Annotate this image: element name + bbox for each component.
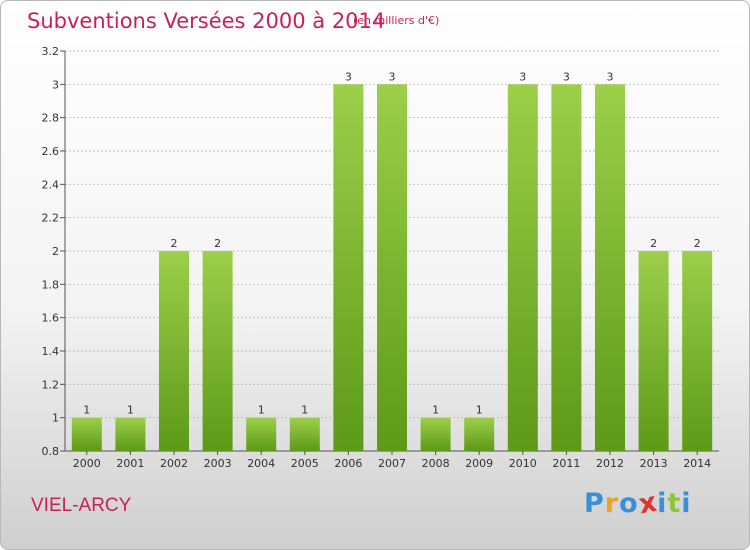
labels: 0.8 1 1.2 1.4 1.6 1.8 2 2.2 2.4 2.6 2.8 3 3.2 1 2000 1 2… xyxy=(42,45,712,470)
bar xyxy=(115,417,146,451)
bar-value-label: 3 xyxy=(563,70,570,83)
logo-letter: P xyxy=(584,488,605,519)
bar-value-label: 3 xyxy=(389,70,396,83)
bar-value-label: 1 xyxy=(432,404,439,417)
x-tick-label: 2013 xyxy=(640,457,668,470)
x-tick-label: 2009 xyxy=(465,457,493,470)
proxiti-logo: Proxiti xyxy=(584,487,692,521)
logo-letter: i xyxy=(681,488,692,519)
bar xyxy=(246,417,277,451)
bar xyxy=(638,251,669,451)
x-tick-label: 2011 xyxy=(552,457,580,470)
x-tick-label: 2002 xyxy=(160,457,188,470)
y-tick-label: 1.2 xyxy=(42,378,60,391)
chart-title: Subventions Versées 2000 à 2014 xyxy=(27,9,386,33)
y-tick-label: 1.4 xyxy=(42,345,60,358)
x-tick-label: 2003 xyxy=(204,457,232,470)
bar xyxy=(682,251,713,451)
bar-value-label: 2 xyxy=(650,237,657,250)
logo-letter: r xyxy=(604,488,620,519)
bar-value-label: 1 xyxy=(83,404,90,417)
bar xyxy=(464,417,495,451)
y-tick-label: 0.8 xyxy=(42,445,60,458)
x-tick-label: 2006 xyxy=(334,457,362,470)
bar xyxy=(289,417,320,451)
bar-value-label: 1 xyxy=(301,404,308,417)
y-tick-label: 1.6 xyxy=(42,312,60,325)
y-tick-label: 2.8 xyxy=(42,112,60,125)
logo-letter: o xyxy=(619,488,639,519)
bar-value-label: 1 xyxy=(258,404,265,417)
bar xyxy=(551,84,582,451)
bar-value-label: 3 xyxy=(519,70,526,83)
x-tick-label: 2012 xyxy=(596,457,624,470)
bar xyxy=(377,84,407,451)
bar-value-label: 2 xyxy=(171,237,178,250)
y-tick-label: 2.4 xyxy=(42,178,60,191)
bar xyxy=(71,417,102,451)
bar xyxy=(507,84,538,451)
bar-value-label: 2 xyxy=(694,237,701,250)
y-tick-label: 1 xyxy=(52,412,59,425)
bar xyxy=(420,417,451,451)
bar xyxy=(333,84,364,451)
bar-value-label: 3 xyxy=(345,70,352,83)
y-tick-label: 1.8 xyxy=(42,278,60,291)
bar xyxy=(202,251,233,451)
chart-unit-note: (en milliers d'€) xyxy=(353,14,440,27)
bar-value-label: 1 xyxy=(127,404,134,417)
bar-value-label: 2 xyxy=(214,237,221,250)
logo-letter: t xyxy=(667,488,682,519)
y-tick-label: 2 xyxy=(52,245,59,258)
y-tick-label: 2.2 xyxy=(42,212,60,225)
x-tick-label: 2014 xyxy=(683,457,711,470)
x-tick-label: 2000 xyxy=(73,457,101,470)
x-tick-label: 2005 xyxy=(291,457,319,470)
x-tick-label: 2001 xyxy=(116,457,144,470)
y-tick-label: 2.6 xyxy=(42,145,60,158)
x-tick-label: 2004 xyxy=(247,457,275,470)
x-tick-label: 2010 xyxy=(509,457,537,470)
bar xyxy=(159,251,189,451)
logo-letter: i xyxy=(657,488,668,519)
bar-value-label: 3 xyxy=(607,70,614,83)
bars xyxy=(71,84,713,451)
commune-name: VIEL-ARCY xyxy=(31,495,132,516)
y-tick-label: 3 xyxy=(52,78,59,91)
x-tick-label: 2008 xyxy=(422,457,450,470)
y-tick-label: 3.2 xyxy=(42,45,60,58)
x-tick-label: 2007 xyxy=(378,457,406,470)
bar-value-label: 1 xyxy=(476,404,483,417)
bar xyxy=(595,84,625,451)
